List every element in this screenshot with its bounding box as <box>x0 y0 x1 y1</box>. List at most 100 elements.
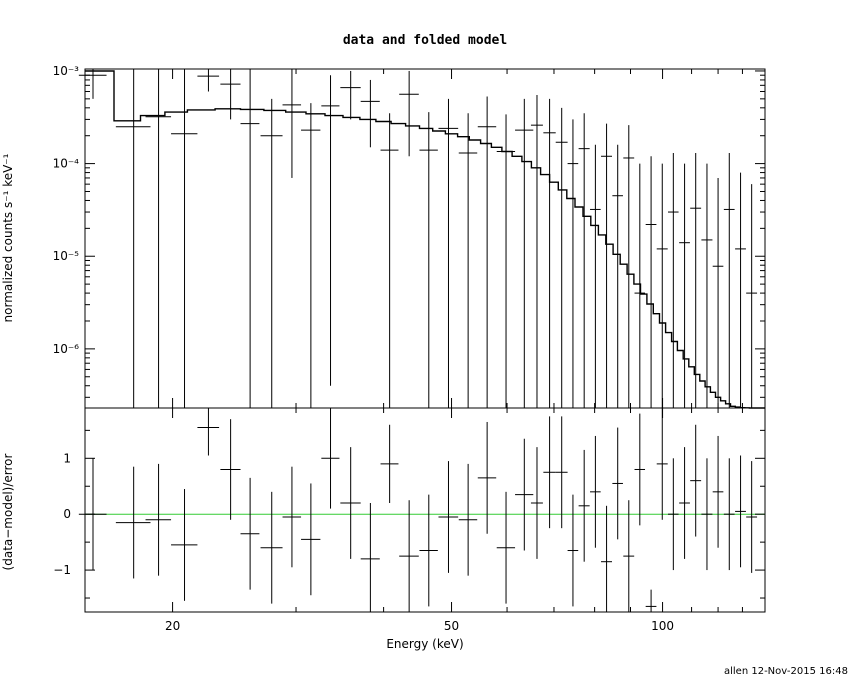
residual-point <box>496 491 516 604</box>
residual-point <box>458 463 478 576</box>
residual-point <box>220 419 241 520</box>
residual-point <box>78 458 107 571</box>
residual-point <box>578 449 590 562</box>
data-point <box>360 79 380 148</box>
residual-point <box>567 494 579 607</box>
residual-point <box>590 435 601 548</box>
residual-point <box>380 424 399 504</box>
data-point <box>723 153 735 408</box>
model-step-line <box>85 70 765 409</box>
data-point <box>530 95 543 408</box>
bottom-panel: 20 50 100 −1 0 1 (data−model)/error Energy (k… <box>1 69 766 651</box>
data-point <box>220 69 241 120</box>
data-point <box>746 184 758 408</box>
data-point <box>171 69 198 408</box>
data-points <box>78 69 758 408</box>
folded-model <box>85 70 765 409</box>
residual-point <box>360 503 380 612</box>
top-axis-ticks: 10⁻³ 10⁻⁴ 10⁻⁵ 10⁻⁶ <box>53 64 765 398</box>
data-point <box>590 144 601 408</box>
data-point <box>260 98 283 408</box>
residual-point <box>601 505 613 612</box>
residual-point <box>477 421 497 534</box>
x-tick-label: 20 <box>165 619 180 633</box>
data-point <box>340 70 361 120</box>
residual-point <box>555 416 568 529</box>
data-point <box>555 107 568 408</box>
data-point <box>612 144 623 408</box>
data-point <box>656 163 668 408</box>
data-point <box>301 103 321 408</box>
residual-point <box>723 458 735 571</box>
residual-point <box>530 447 543 559</box>
residual-point <box>282 466 302 568</box>
data-point <box>701 163 713 408</box>
data-point <box>645 156 657 408</box>
bottom-y-axis-label: (data−model)/error <box>1 453 15 570</box>
y-tick-label: 10⁻⁶ <box>53 342 80 356</box>
data-point <box>690 153 702 408</box>
residual-point <box>656 408 668 520</box>
top-panel-frame <box>84 68 766 409</box>
top-panel: 10⁻³ 10⁻⁴ 10⁻⁵ 10⁻⁶ normalized counts s⁻¹ k… <box>1 64 766 409</box>
residual-point <box>145 463 172 576</box>
residual-point <box>679 447 690 559</box>
bottom-panel-frame <box>84 407 766 613</box>
data-point <box>567 119 579 408</box>
residual-point <box>260 491 283 604</box>
residual-point <box>515 438 534 551</box>
x-axis-label: Energy (keV) <box>386 637 463 651</box>
residual-point <box>115 466 151 579</box>
data-point <box>282 69 302 178</box>
residual-point <box>612 427 623 540</box>
data-point <box>197 69 220 92</box>
y-tick-label: 10⁻⁴ <box>53 157 80 171</box>
data-point <box>515 98 534 408</box>
y-tick-label: −1 <box>53 563 71 577</box>
data-point <box>679 163 690 408</box>
data-point <box>477 96 497 408</box>
residual-point <box>321 408 340 509</box>
data-point <box>601 123 613 408</box>
residual-point <box>301 483 321 596</box>
residual-point <box>634 413 646 526</box>
residual-point <box>419 494 438 607</box>
data-point <box>712 177 724 408</box>
footer-stamp: allen 12-Nov-2015 16:48 <box>724 666 848 677</box>
data-point <box>240 69 260 408</box>
residual-point <box>690 424 702 537</box>
data-point <box>543 98 556 408</box>
x-tick-label: 50 <box>444 619 459 633</box>
data-point <box>578 113 590 408</box>
y-tick-label: 10⁻³ <box>53 64 80 78</box>
residual-point <box>171 489 198 601</box>
data-point <box>115 69 151 408</box>
residual-point <box>623 500 635 612</box>
data-point <box>623 125 635 408</box>
y-tick-label: 1 <box>63 451 71 465</box>
top-y-axis-label: normalized counts s⁻¹ keV⁻¹ <box>1 153 15 322</box>
residual-point <box>746 461 758 573</box>
residual-point <box>340 447 361 559</box>
residual-points <box>78 408 758 612</box>
residual-point <box>701 458 713 571</box>
residual-point <box>735 455 746 568</box>
data-point <box>419 112 438 408</box>
y-tick-label: 0 <box>63 507 71 521</box>
data-point <box>438 98 459 408</box>
chart-title: data and folded model <box>343 33 507 48</box>
data-point <box>399 70 419 157</box>
data-point <box>145 69 172 408</box>
data-point <box>458 113 478 408</box>
x-tick-label: 100 <box>651 619 674 633</box>
data-point <box>667 153 679 408</box>
data-point <box>380 113 399 408</box>
y-tick-label: 10⁻⁵ <box>53 249 80 263</box>
residual-point <box>197 408 220 456</box>
data-point <box>78 69 107 99</box>
residual-point <box>712 435 724 548</box>
residual-point <box>543 416 556 529</box>
residual-point <box>240 477 260 590</box>
data-point <box>496 114 516 408</box>
